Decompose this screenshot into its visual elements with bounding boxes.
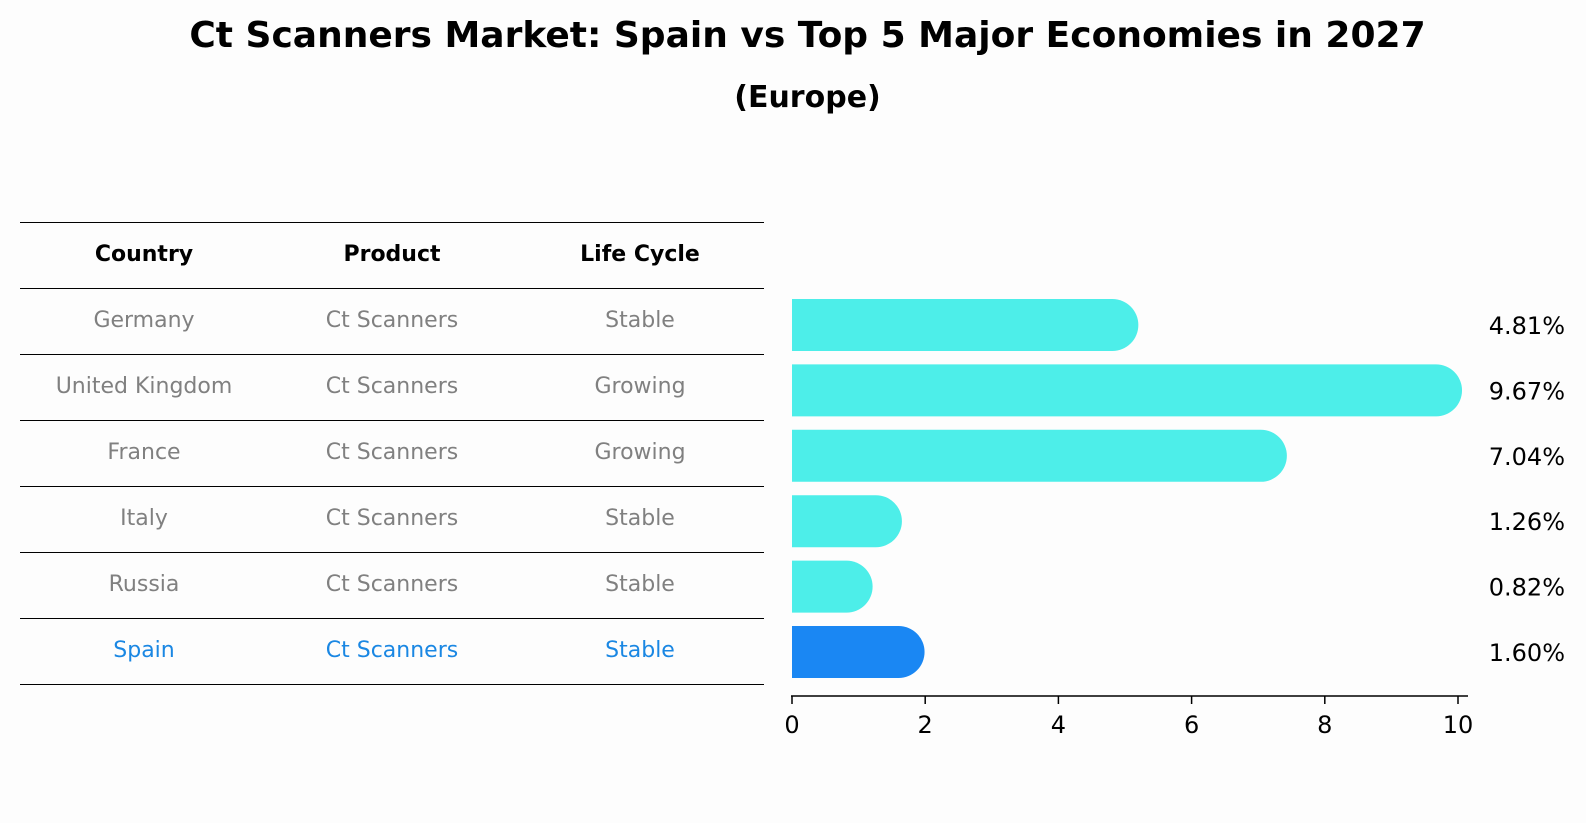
table-cell-product-highlight: Ct Scanners xyxy=(325,638,459,663)
bar xyxy=(792,299,1139,351)
table-cell-country: Russia xyxy=(108,572,180,597)
x-tick-label: 4 xyxy=(1051,711,1066,739)
table-cell-life-cycle: Growing xyxy=(594,440,686,465)
table-cell-country: France xyxy=(107,440,181,465)
table-cell-life-cycle: Stable xyxy=(605,308,675,333)
bar-value-label: 9.67% xyxy=(1489,377,1565,405)
table-rule xyxy=(20,420,764,421)
table-cell-life-cycle: Stable xyxy=(605,506,675,531)
x-tick-label: 0 xyxy=(784,711,799,739)
bar xyxy=(792,495,902,548)
chart-subtitle: (Europe) xyxy=(734,80,881,115)
x-tick-label: 10 xyxy=(1443,711,1474,739)
header-life-cycle: Life Cycle xyxy=(580,242,700,267)
table-cell-life-cycle: Stable xyxy=(605,572,675,597)
table-rule xyxy=(20,552,764,553)
table-cell-product: Ct Scanners xyxy=(325,572,459,597)
table-rule xyxy=(20,222,764,223)
bar-value-label: 1.60% xyxy=(1489,639,1565,667)
table-cell-product: Ct Scanners xyxy=(325,308,459,333)
header-product: Product xyxy=(343,242,441,267)
bar xyxy=(792,364,1463,417)
x-tick-label: 2 xyxy=(918,711,933,739)
table-cell-product: Ct Scanners xyxy=(325,374,459,399)
x-tick-label: 6 xyxy=(1184,711,1199,739)
table-rule xyxy=(20,618,764,619)
table-cell-country: Germany xyxy=(93,308,195,333)
header-country: Country xyxy=(94,242,194,267)
chart-title: Ct Scanners Market: Spain vs Top 5 Major… xyxy=(189,15,1426,56)
bar-value-label: 1.26% xyxy=(1489,508,1565,536)
table-cell-country-highlight: Spain xyxy=(113,638,175,663)
x-tick-label: 8 xyxy=(1317,711,1332,739)
bar-value-label: 7.04% xyxy=(1489,443,1565,471)
bar-highlight xyxy=(792,626,925,678)
table-rule xyxy=(20,684,764,685)
table-cell-country: United Kingdom xyxy=(55,374,233,399)
table-rule xyxy=(20,354,764,355)
table-cell-product: Ct Scanners xyxy=(325,506,459,531)
table-cell-product: Ct Scanners xyxy=(325,440,459,465)
table-cell-life-cycle: Growing xyxy=(594,374,686,399)
bar-value-label: 0.82% xyxy=(1489,574,1565,602)
table-cell-life-cycle-highlight: Stable xyxy=(605,638,675,663)
bar-value-label: 4.81% xyxy=(1489,312,1565,340)
table-rule xyxy=(20,486,764,487)
bar xyxy=(792,560,873,613)
bar xyxy=(792,429,1287,482)
table-cell-country: Italy xyxy=(120,506,168,531)
table-rule xyxy=(20,288,764,289)
